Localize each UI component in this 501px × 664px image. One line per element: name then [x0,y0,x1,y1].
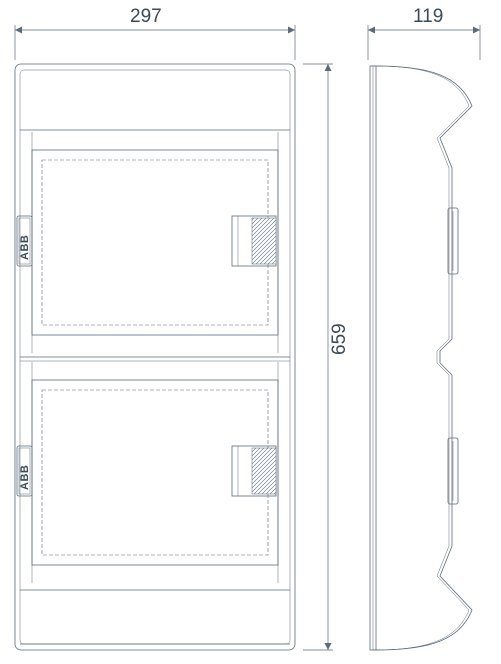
dimension-lines [15,25,480,650]
door-window [32,380,278,565]
dimension-height-value: 659 [329,323,350,355]
side-cover-profile [376,66,472,650]
door-window [32,150,278,335]
latch-grille [252,448,276,494]
side-elevation [370,66,472,650]
window-inner-dash [42,390,268,555]
dimension-depth-value: 119 [413,6,443,27]
front-elevation [15,64,295,650]
brand-label-lower: ABB [19,465,31,490]
latch-grille [252,218,276,264]
dimension-width-value: 297 [130,6,162,27]
brand-label-upper: ABB [19,235,31,260]
window-inner-dash [42,160,268,325]
